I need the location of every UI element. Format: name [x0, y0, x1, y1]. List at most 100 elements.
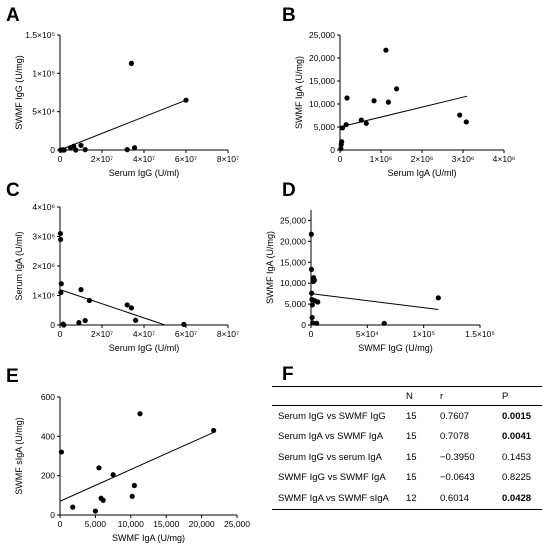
y-tick-label-d: 15,000: [280, 257, 306, 267]
data-point-c: [82, 317, 88, 324]
data-point-d: [309, 302, 315, 308]
data-point-e: [129, 493, 135, 499]
data-point-b: [463, 119, 469, 125]
x-tick-label-c: 8×10⁷: [217, 329, 239, 339]
data-point-b: [383, 47, 389, 53]
data-point-d: [435, 295, 441, 301]
y-tick-label-b: 25,000: [309, 30, 335, 40]
x-tick-label-a: 6×10⁷: [175, 154, 197, 164]
data-point-c: [58, 281, 64, 287]
y-tick-label-a: 1.5×10⁵: [25, 30, 55, 40]
x-tick-label-e: 10,000: [118, 519, 144, 529]
regression-line-a: [59, 99, 187, 151]
y-tick-label-b: 5,000: [314, 122, 336, 132]
y-axis-label-d: SWMF IgA (U/mg): [265, 231, 275, 304]
x-axis-label-d: SWMF IgG (U/mg): [358, 343, 433, 353]
y-tick-label-a: 5×10⁴: [32, 107, 55, 117]
y-tick-label-d: 5,000: [285, 299, 307, 309]
x-tick-label-b: 4×10⁶: [493, 154, 516, 164]
data-point-c: [86, 297, 92, 304]
table-row: SWMF IgG vs SWMF IgA 15 −0.0643 0.8225: [272, 468, 542, 489]
data-point-a: [183, 97, 189, 103]
panel-letter-a: A: [6, 5, 20, 26]
x-tick-label-a: 2×10⁷: [91, 154, 113, 164]
table-header-row: N r P: [272, 386, 542, 406]
p-cell: 0.0041: [502, 431, 532, 443]
y-tick-label-d: 25,000: [280, 215, 306, 225]
y-tick-label-c: 0: [50, 320, 55, 330]
data-point-c: [133, 317, 139, 323]
data-point-b: [385, 99, 391, 105]
y-tick-label-c: 3×10⁶: [32, 232, 55, 242]
data-point-d: [381, 320, 387, 326]
comparison-cell: Serum IgG vs SWMF IgG: [278, 410, 386, 422]
data-point-b: [371, 98, 377, 104]
x-tick-label-a: 8×10⁷: [217, 154, 239, 164]
data-point-e: [131, 482, 137, 489]
data-point-a: [131, 145, 138, 151]
data-point-c: [78, 287, 84, 293]
header-p: P: [502, 386, 542, 406]
panel-letter-d: D: [282, 180, 296, 201]
data-point-e: [92, 508, 98, 514]
data-point-b: [358, 117, 364, 123]
x-tick-label-c: 4×10⁷: [133, 329, 155, 339]
data-point-c: [76, 320, 82, 326]
x-tick-label-b: 0: [338, 154, 343, 164]
data-point-d: [308, 231, 314, 237]
x-tick-label-d: 1×10⁵: [412, 329, 435, 339]
n-cell: 15: [406, 472, 417, 484]
y-tick-label-e: 200: [41, 471, 55, 481]
table-row: SWMF IgA vs SWMF sIgA 12 0.6014 0.0428: [272, 488, 542, 510]
p-cell: 0.1453: [502, 451, 532, 463]
y-tick-label-c: 1×10⁶: [32, 291, 55, 301]
n-cell: 15: [406, 410, 417, 422]
x-axis-label-c: Serum IgG (U/ml): [109, 343, 180, 353]
n-cell: 15: [406, 431, 417, 443]
x-tick-label-c: 2×10⁷: [91, 329, 113, 339]
x-tick-label-c: 6×10⁷: [175, 329, 197, 339]
header-comparison: [272, 386, 406, 406]
x-tick-label-d: 5×10⁴: [356, 329, 379, 339]
x-tick-label-d: 0: [309, 329, 314, 339]
comparison-cell: Serum IgG vs serum IgA: [278, 451, 383, 463]
n-cell: 12: [406, 488, 440, 510]
data-point-c: [124, 302, 130, 308]
data-point-b: [344, 95, 350, 101]
p-cell: 0.8225: [502, 472, 532, 484]
y-axis-label-a: SWMF IgG (U/mg): [14, 55, 24, 130]
correlation-table: N r P Serum IgG vs SWMF IgG 15 0.7607 0.…: [272, 386, 542, 510]
header-n: N: [406, 386, 440, 406]
data-point-b: [457, 112, 463, 118]
data-point-c: [57, 230, 64, 237]
data-point-a: [128, 60, 134, 66]
data-point-b: [343, 122, 349, 128]
x-tick-label-d: 1.5×10⁵: [465, 329, 495, 339]
p-cell: 0.0428: [502, 488, 542, 510]
table-row: Serum IgG vs serum IgA 15 −0.3950 0.1453: [272, 447, 542, 468]
data-point-d: [309, 314, 315, 321]
y-tick-label-d: 20,000: [280, 236, 306, 246]
y-tick-label-c: 2×10⁶: [32, 261, 55, 271]
r-cell: 0.7607: [440, 410, 470, 422]
data-point-e: [100, 497, 106, 503]
data-point-e: [70, 504, 76, 510]
data-point-c: [58, 289, 64, 296]
x-tick-label-b: 3×10⁶: [452, 154, 475, 164]
r-cell: 0.6014: [440, 488, 502, 510]
panel-letter-c: C: [6, 180, 20, 201]
comparison-cell: SWMF IgG vs SWMF IgA: [278, 472, 386, 484]
y-tick-label-e: 600: [41, 392, 55, 402]
regression-line-d: [310, 293, 439, 311]
y-tick-label-b: 20,000: [309, 53, 335, 63]
data-point-b: [339, 139, 345, 145]
y-tick-label-e: 0: [50, 510, 55, 520]
x-tick-label-e: 15,000: [153, 519, 179, 529]
data-point-e: [211, 427, 217, 434]
data-point-e: [58, 449, 65, 455]
y-tick-label-b: 15,000: [309, 76, 335, 86]
data-point-d: [310, 320, 316, 326]
data-point-b: [393, 86, 400, 92]
data-point-a: [73, 147, 79, 153]
data-point-d: [308, 266, 315, 272]
